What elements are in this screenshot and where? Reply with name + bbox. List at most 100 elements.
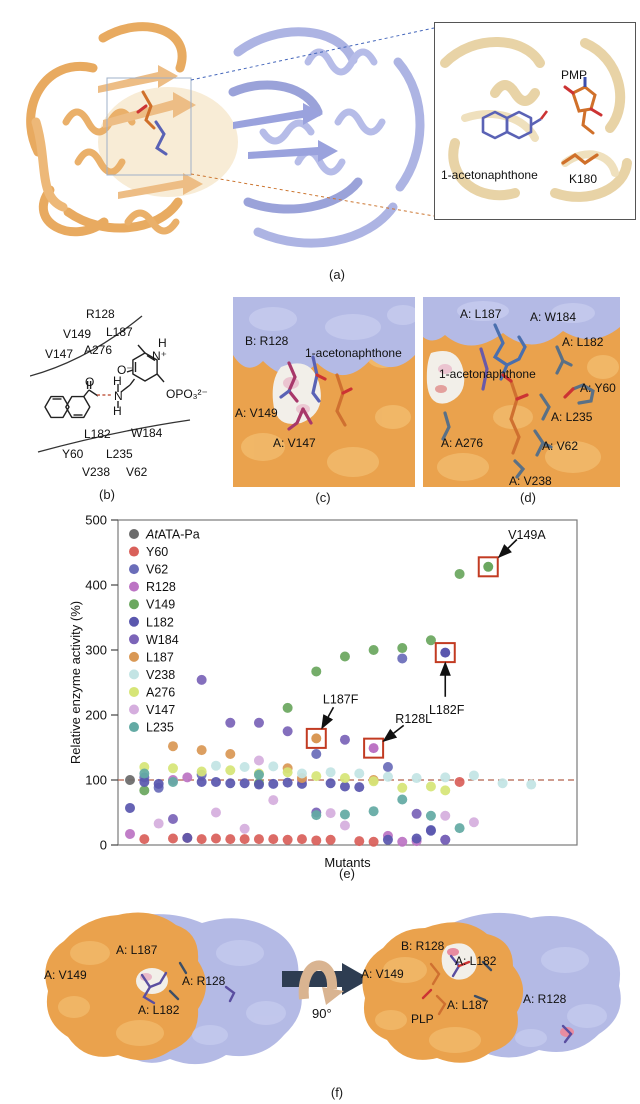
structure-label: O⁻ [117,363,133,377]
data-point-V149 [425,635,436,646]
data-point-L182 [282,777,293,788]
data-point-L182 [425,825,436,836]
structure-label: L182 [84,427,111,441]
data-point-W184 [411,808,422,819]
data-point-V62 [397,653,408,664]
data-point-V147 [210,807,221,818]
structure-label: V238 [82,465,111,479]
structure-label: A: R128 [523,992,567,1006]
rotation-arrow-icon [282,960,370,1005]
structure-label: A: L187 [447,998,489,1012]
structure-label: H [158,336,167,350]
data-point-V147 [440,810,451,821]
data-point-Y60 [167,833,178,844]
structure-label: Y60 [62,447,84,461]
data-point-V149 [339,651,350,662]
data-point-Y60 [196,834,207,845]
surface-dimer-front [45,912,302,1065]
caption-c: (c) [315,490,331,505]
structure-label: A: V149 [235,406,278,420]
data-point-L235 [368,806,379,817]
legend-swatch-W184 [129,634,139,645]
data-point-V147 [339,820,350,831]
legend-swatch-R128 [129,581,139,592]
caption-f: (f) [330,1085,344,1100]
data-point-A276 [339,773,350,784]
caption-d: (d) [520,490,536,505]
data-point-V62 [382,762,393,772]
data-point-W184 [253,717,264,728]
structure-label: A: V149 [361,967,404,981]
data-point-Y60 [311,835,322,846]
data-point-V147 [268,795,279,806]
data-point-W184 [339,734,350,745]
caption-a: (a) [329,267,345,282]
y-tick-label: 0 [100,838,107,853]
data-point-W184 [440,834,451,845]
annotation-L187F: L187F [323,692,359,706]
data-point-W184 [196,674,207,685]
structure-label: L235 [106,447,133,461]
y-axis-title: Relative enzyme activity (%) [68,601,83,764]
structure-label: 1-acetonaphthone [441,168,538,182]
data-point-V238 [440,772,451,783]
legend-label-A276: A276 [146,685,175,699]
x-axis-title: Mutants [324,855,371,870]
y-tick-label: 100 [85,773,107,788]
data-point-L187 [225,749,236,759]
legend-swatch-V62 [129,564,139,575]
data-point-V149 [311,666,322,677]
legend-swatch-AtATA-Pa [129,529,139,539]
data-point-L182 [253,779,264,790]
data-point-A276 [397,782,408,793]
data-point-A276 [196,766,207,777]
data-point-Y60 [210,833,221,844]
highlighted-point-L182F [440,647,451,658]
data-point-L235 [167,776,178,787]
structure-label: H [113,404,122,418]
structure-label: B: R128 [245,334,289,348]
data-point-A276 [440,785,451,796]
data-point-V149 [282,702,293,713]
data-point-V62 [311,749,322,759]
rotation-angle-label: 90° [312,1006,332,1021]
data-point-Y60 [325,834,336,845]
data-point-L182 [268,778,279,789]
structure-label: A: V62 [542,439,579,453]
data-point-Y60 [354,836,365,847]
data-point-V149 [139,785,150,796]
highlighted-point-R128L [368,743,379,754]
data-point-L182 [125,802,135,813]
legend-label-R128: R128 [146,580,176,594]
data-point-A276 [368,776,379,787]
highlighted-point-V149A [483,561,494,572]
surface-dimer-rotated [362,912,621,1063]
structure-label: A: L187 [116,943,158,957]
data-point-L235 [339,809,350,820]
panel-c-surface: B: R128 1-acetonaphthone A: V149 A: V147 [233,297,415,487]
structure-label: B: R128 [401,939,445,953]
panel-e-chart: 0 100 200 300 400 500 Relative enzyme activity… [60,508,640,888]
data-point-L235 [253,769,264,780]
data-point-V238 [210,760,221,771]
data-point-V238 [296,768,307,779]
legend-swatch-L235 [129,722,139,733]
data-point-A276 [425,781,436,792]
structure-label: V62 [126,465,148,479]
data-point-V147 [325,808,336,819]
structure-label: R128 [86,307,115,321]
caption-e: (e) [339,866,355,881]
highlighted-point-L187F [311,733,322,744]
data-point-L235 [425,810,436,821]
structure-label: A: Y60 [580,381,616,395]
caption-b: (b) [99,487,115,502]
data-point-V149 [368,645,379,655]
legend-label-V149: V149 [146,598,175,612]
data-point-L235 [454,823,465,834]
data-point-L182 [411,833,422,844]
data-point-Y60 [454,776,465,787]
data-point-W184 [167,814,178,824]
data-point-A276 [311,771,322,782]
data-point-A276 [225,765,236,776]
